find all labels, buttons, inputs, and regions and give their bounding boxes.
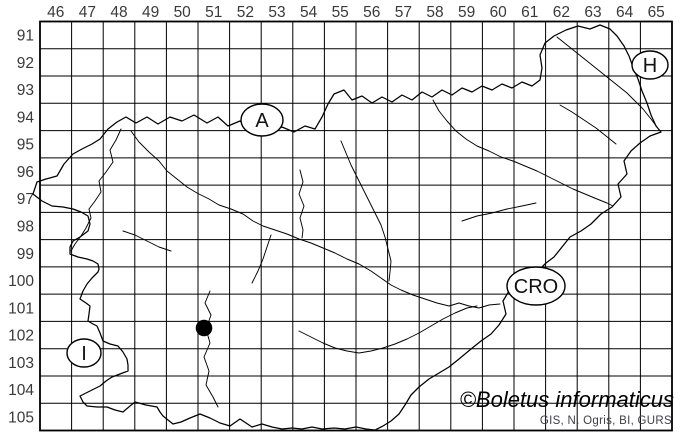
river-path	[556, 36, 658, 128]
occurrence-dot	[195, 319, 213, 337]
country-border-path	[32, 24, 662, 431]
column-label: 47	[79, 4, 96, 21]
row-label: 96	[17, 164, 34, 181]
river-path	[298, 305, 478, 354]
row-label: 93	[17, 82, 34, 99]
data-source-text: GIS, N. Ogris, BI, GURS	[539, 415, 672, 427]
row-label: 102	[8, 328, 34, 345]
column-label: 59	[458, 4, 475, 21]
river-path	[559, 104, 617, 145]
row-label: 95	[17, 137, 34, 154]
river-path	[130, 130, 501, 309]
column-label: 54	[300, 4, 318, 21]
river-path	[122, 230, 172, 252]
copyright-text: ©Boletus informaticus	[459, 387, 674, 412]
country-label-text: I	[81, 343, 87, 365]
country-label-ellipse	[66, 338, 102, 368]
country-label-ellipse	[631, 50, 669, 80]
row-label: 92	[17, 55, 34, 72]
column-label: 60	[490, 4, 508, 21]
column-label: 58	[426, 4, 443, 21]
country-label-ellipse	[506, 266, 566, 306]
river-path	[251, 234, 272, 284]
column-label: 57	[395, 4, 412, 21]
row-label: 103	[8, 355, 34, 372]
column-label: 56	[363, 4, 380, 21]
river-path	[340, 140, 392, 282]
row-label: 104	[8, 382, 34, 399]
river-path	[461, 202, 537, 222]
column-label: 46	[47, 4, 64, 21]
column-label: 51	[205, 4, 222, 21]
country-label-text: CRO	[514, 276, 558, 298]
column-label: 49	[142, 4, 159, 21]
river-path	[203, 290, 219, 408]
row-label: 98	[17, 219, 34, 236]
country-label-ellipse	[240, 103, 284, 137]
column-label: 50	[174, 4, 192, 21]
row-label: 97	[17, 191, 34, 208]
column-label: 62	[553, 4, 570, 21]
country-label-text: A	[255, 110, 269, 132]
river-path	[298, 169, 305, 239]
grid-border	[39, 20, 673, 432]
column-label: 53	[268, 4, 285, 21]
column-label: 63	[584, 4, 601, 21]
river-path	[432, 99, 614, 207]
country-label-text: H	[643, 55, 657, 77]
river-path	[70, 128, 122, 252]
column-label: 64	[616, 4, 634, 21]
row-label: 101	[8, 300, 34, 317]
column-label: 55	[332, 4, 349, 21]
row-label: 99	[17, 246, 34, 263]
column-label: 52	[237, 4, 254, 21]
column-label: 65	[648, 4, 665, 21]
column-label: 61	[521, 4, 538, 21]
row-label: 91	[17, 28, 34, 45]
column-label: 48	[110, 4, 127, 21]
row-label: 94	[17, 109, 35, 126]
row-label: 105	[8, 409, 34, 426]
row-label: 100	[8, 273, 34, 290]
